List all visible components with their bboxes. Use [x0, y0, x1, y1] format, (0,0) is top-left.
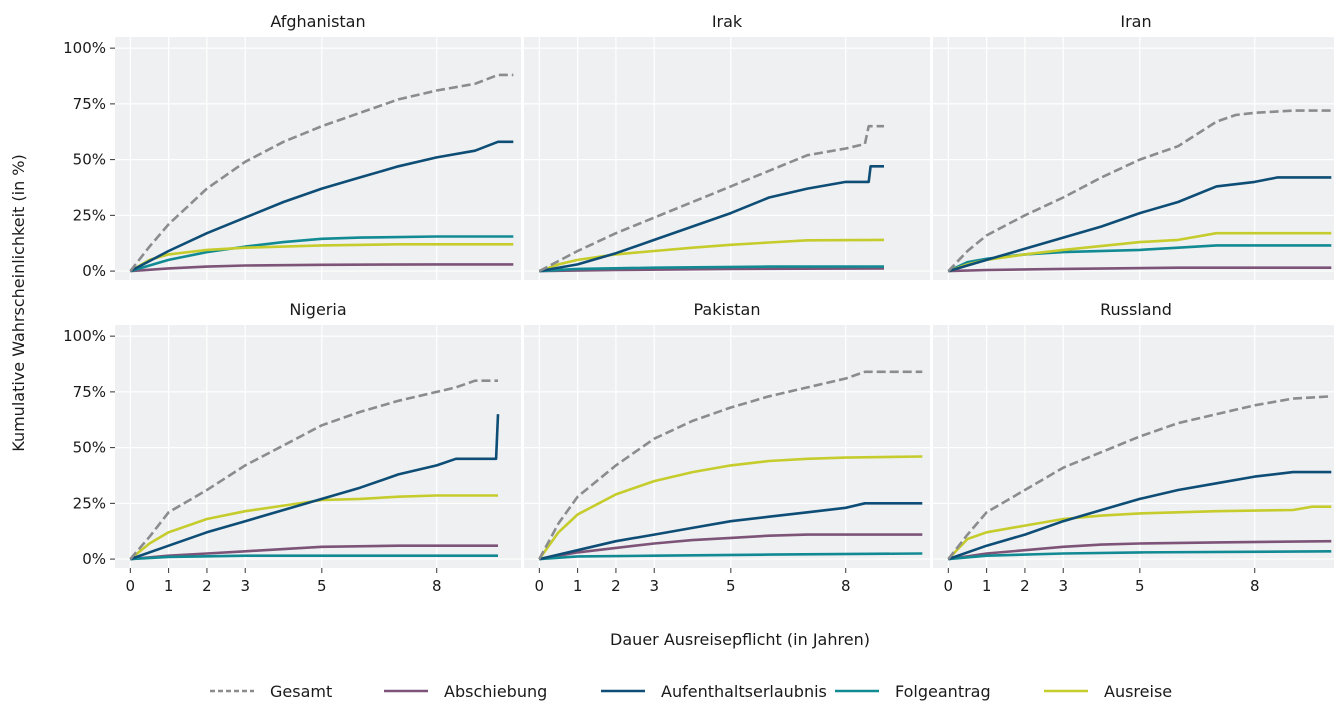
- legend-item-ausreise: Ausreise: [1044, 682, 1172, 701]
- panel-title: Irak: [712, 12, 743, 31]
- series-line-gesamt: [129, 379, 498, 560]
- series-line-folgeantrag: [130, 554, 498, 561]
- x-tick-label: 0: [126, 577, 136, 595]
- legend-item-gesamt: Gesamt: [210, 682, 332, 701]
- x-tick-label: 5: [1135, 577, 1145, 595]
- series-line-abschiebung: [539, 267, 885, 273]
- series-line-ausreise: [538, 238, 885, 273]
- panel-title: Pakistan: [694, 300, 761, 319]
- panel-irak: Irak: [524, 12, 930, 280]
- panel-afghanistan: Afghanistan 0% 25% 50% 75% 100%: [63, 12, 521, 280]
- x-tick-label: 1: [573, 577, 583, 595]
- x-tick-label: 5: [317, 577, 327, 595]
- series-line-folgeantrag: [948, 550, 1332, 561]
- y-tick-label: 25%: [73, 494, 106, 512]
- panel-background: [115, 325, 521, 568]
- x-tick-label: 8: [1250, 577, 1260, 595]
- panel-background: [524, 37, 930, 280]
- x-tick-label: 2: [611, 577, 621, 595]
- y-tick-label: 50%: [73, 439, 106, 457]
- x-tick-label: 3: [1058, 577, 1068, 595]
- series-line-abschiebung: [948, 539, 1332, 561]
- panel-pakistan: Pakistan 0 1 2 3 5 8: [524, 300, 930, 595]
- legend-item-folgeantrag: Folgeantrag: [835, 682, 991, 701]
- legend-label: Aufenthaltserlaubnis: [661, 682, 827, 701]
- y-tick-label: 0%: [82, 550, 106, 568]
- panel-title: Afghanistan: [270, 12, 365, 31]
- panel-russland: Russland 0 1 2 3 5 8: [933, 300, 1334, 595]
- x-tick-label: 8: [432, 577, 442, 595]
- x-tick-label: 3: [240, 577, 250, 595]
- x-tick-label: 0: [535, 577, 545, 595]
- series-line-folgeantrag: [947, 244, 1332, 273]
- x-tick-label: 1: [164, 577, 174, 595]
- series-line-abschiebung: [130, 544, 498, 561]
- x-axis-label: Dauer Ausreisepflicht (in Jahren): [610, 630, 870, 649]
- panel-iran: Iran: [933, 12, 1334, 280]
- panel-title: Iran: [1120, 12, 1151, 31]
- x-tick-label: 1: [982, 577, 992, 595]
- panel-background: [524, 325, 930, 568]
- y-tick-label: 75%: [73, 383, 106, 401]
- panel-title: Nigeria: [289, 300, 346, 319]
- legend-label: Gesamt: [270, 682, 332, 701]
- series-line-ausreise: [538, 455, 923, 560]
- y-tick-label: 50%: [73, 151, 106, 169]
- y-tick-label: 0%: [82, 262, 106, 280]
- legend-item-abschiebung: Abschiebung: [384, 682, 547, 701]
- panel-background: [933, 37, 1334, 280]
- x-tick-label: 2: [202, 577, 212, 595]
- panel-nigeria: Nigeria 0% 25% 50% 75% 100% 0 1 2 3 5 8: [63, 300, 521, 595]
- legend-label: Folgeantrag: [895, 682, 991, 701]
- series-line-gesamt: [947, 109, 1332, 272]
- y-axis-label: Kumulative Wahrscheinlichkeit (in %): [9, 154, 28, 451]
- series-line-ausreise: [947, 505, 1332, 560]
- series-line-folgeantrag: [539, 265, 884, 273]
- series-line-aufenthalt: [947, 470, 1332, 561]
- legend: Gesamt Abschiebung Aufenthaltserlaubnis Fol…: [210, 682, 1172, 701]
- series-line-folgeantrag: [539, 552, 923, 561]
- y-tick-label: 25%: [73, 206, 106, 224]
- x-tick-label: 0: [944, 577, 954, 595]
- series-line-ausreise: [129, 494, 498, 561]
- series-line-abschiebung: [948, 266, 1332, 273]
- series-line-gesamt: [947, 395, 1332, 560]
- legend-item-aufenthalt: Aufenthaltserlaubnis: [601, 682, 827, 701]
- series-line-gesamt: [538, 124, 884, 273]
- x-tick-label: 3: [649, 577, 659, 595]
- series-line-aufenthalt: [539, 165, 884, 273]
- series-line-gesamt: [538, 370, 923, 560]
- panel-background: [933, 325, 1334, 568]
- y-tick-label: 75%: [73, 95, 106, 113]
- series-line-folgeantrag: [129, 235, 514, 273]
- x-tick-label: 8: [841, 577, 851, 595]
- series-line-gesamt: [129, 73, 514, 272]
- panel-title: Russland: [1100, 300, 1172, 319]
- x-tick-label: 5: [726, 577, 736, 595]
- series-line-aufenthalt: [539, 502, 923, 561]
- series-line-aufenthalt: [129, 414, 500, 561]
- series-line-abschiebung: [130, 263, 514, 273]
- legend-label: Abschiebung: [444, 682, 547, 701]
- x-tick-label: 2: [1020, 577, 1030, 595]
- series-line-aufenthalt: [129, 140, 514, 273]
- series-line-aufenthalt: [947, 176, 1332, 273]
- y-tick-label: 100%: [63, 327, 106, 345]
- y-tick-label: 100%: [63, 39, 106, 57]
- series-line-abschiebung: [539, 533, 923, 561]
- legend-label: Ausreise: [1104, 682, 1172, 701]
